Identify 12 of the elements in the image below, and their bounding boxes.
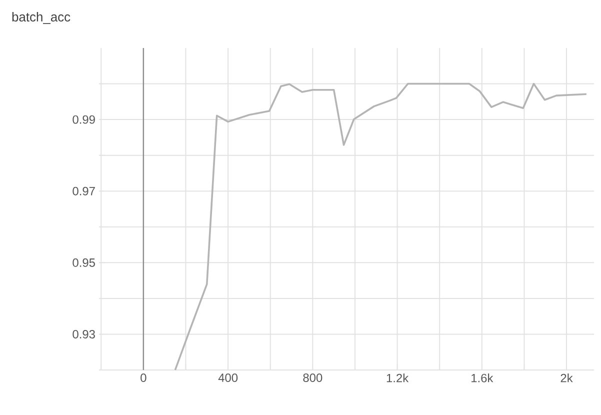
x-tick-label: 2k	[560, 374, 573, 382]
y-tick-label: 0.97	[72, 186, 95, 196]
x-tick-label: 800	[303, 374, 322, 382]
y-tick-label: 0.93	[72, 330, 95, 338]
y-tick-label: 0.95	[72, 258, 95, 267]
x-tick-label: 1.6k	[472, 374, 494, 382]
chart-title: batch_acc	[12, 12, 70, 24]
x-tick-label: 400	[218, 374, 238, 382]
line-series	[174, 82, 588, 371]
x-tick-label: 0	[140, 374, 146, 382]
x-tick-label: 1.2k	[386, 374, 409, 382]
y-tick-label: 0.99	[72, 115, 95, 124]
